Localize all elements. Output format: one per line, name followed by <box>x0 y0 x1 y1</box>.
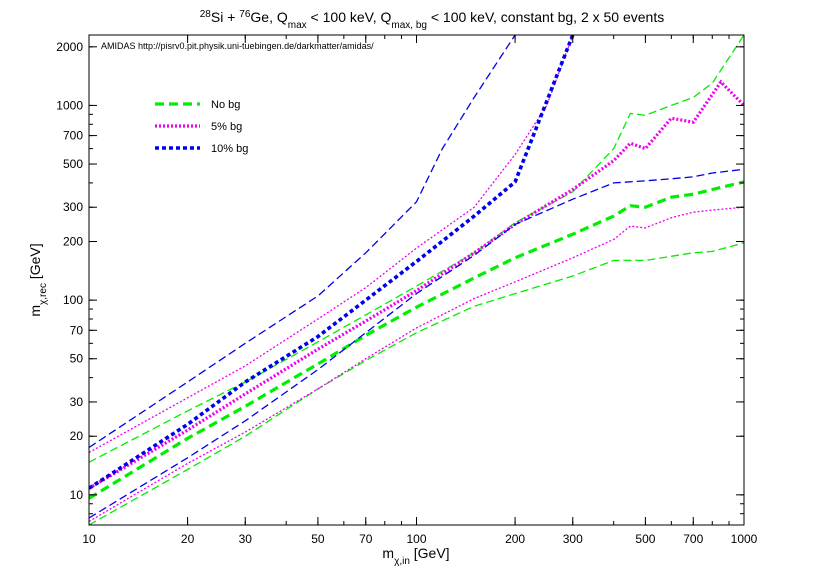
x-axis-label-part-2: [GeV] <box>410 545 450 561</box>
legend-label-0: No bg <box>211 99 240 111</box>
chart-title-part-3: Ge, Q <box>250 9 287 25</box>
legend: No bg 5% bg 10% bg <box>155 99 248 155</box>
legend-label-2: 10% bg <box>211 143 248 155</box>
x-tick-label: 300 <box>563 532 583 546</box>
y-tick-label: 10 <box>70 488 84 502</box>
chart-title-part-1: Si + <box>211 9 239 25</box>
series-line-10-bg-median <box>89 35 575 490</box>
y-tick-label: 300 <box>63 200 83 214</box>
series-line-5-bg-lower <box>89 206 744 523</box>
chart-title: 28Si + 76Ge, Qmax < 100 keV, Qmax, bg < … <box>200 9 664 31</box>
series-line-5-bg-median <box>89 79 744 490</box>
x-tick-label: 20 <box>181 532 195 546</box>
chart-title-part-7: < 100 keV, constant bg, 2 x 50 events <box>427 9 664 25</box>
legend-label-1: 5% bg <box>211 121 242 133</box>
series-line-5-bg-upper <box>89 35 574 454</box>
series-line-no-bg-lower <box>89 242 744 525</box>
y-tick-label: 500 <box>63 157 83 171</box>
series-line-no-bg-median <box>89 180 744 500</box>
y-tick-label: 1000 <box>56 98 83 112</box>
ticks-layer: 10 20 30 50 70 100 200 300 500 700 1000 10 20 30 50 70 1… <box>56 35 758 546</box>
chart-credit: AMIDAS http://pisrv0.pit.physik.uni-tueb… <box>101 41 374 51</box>
y-axis-label: mχ,rec [GeV] <box>27 243 49 316</box>
y-tick-label: 20 <box>70 429 84 443</box>
x-tick-label: 700 <box>683 532 703 546</box>
x-tick-label: 500 <box>635 532 655 546</box>
y-tick-label: 2000 <box>56 40 83 54</box>
x-tick-label: 30 <box>239 532 253 546</box>
y-axis-label-part-2: [GeV] <box>27 243 43 283</box>
y-tick-label: 700 <box>63 129 83 143</box>
x-tick-label: 1000 <box>731 532 758 546</box>
y-tick-label: 200 <box>63 235 83 249</box>
y-axis-label-part-0: m <box>27 305 43 317</box>
chart-title-part-5: < 100 keV, Q <box>307 9 392 25</box>
chart-title-part-0: 28 <box>200 9 212 20</box>
x-axis-label-part-0: m <box>382 545 394 561</box>
x-tick-label: 70 <box>359 532 373 546</box>
x-axis-label-part-1: χ,in <box>394 556 410 567</box>
series-line-no-bg-upper <box>89 35 744 463</box>
series-line-10-bg-upper <box>89 35 516 449</box>
chart-title-part-4: max <box>288 20 307 31</box>
series-layer <box>89 35 744 525</box>
y-tick-label: 70 <box>70 323 84 337</box>
x-axis-label: mχ,in [GeV] <box>382 545 449 567</box>
chart-title-part-2: 76 <box>239 9 251 20</box>
x-tick-label: 200 <box>505 532 525 546</box>
x-tick-label: 50 <box>311 532 325 546</box>
y-tick-label: 100 <box>63 293 83 307</box>
y-axis-label-part-1: χ,rec <box>38 283 49 305</box>
chart-title-part-6: max, bg <box>391 20 427 31</box>
y-tick-label: 50 <box>70 352 84 366</box>
series-line-10-bg-lower <box>89 168 744 519</box>
y-tick-label: 30 <box>70 395 84 409</box>
x-tick-label: 10 <box>82 532 96 546</box>
x-tick-label: 100 <box>406 532 426 546</box>
